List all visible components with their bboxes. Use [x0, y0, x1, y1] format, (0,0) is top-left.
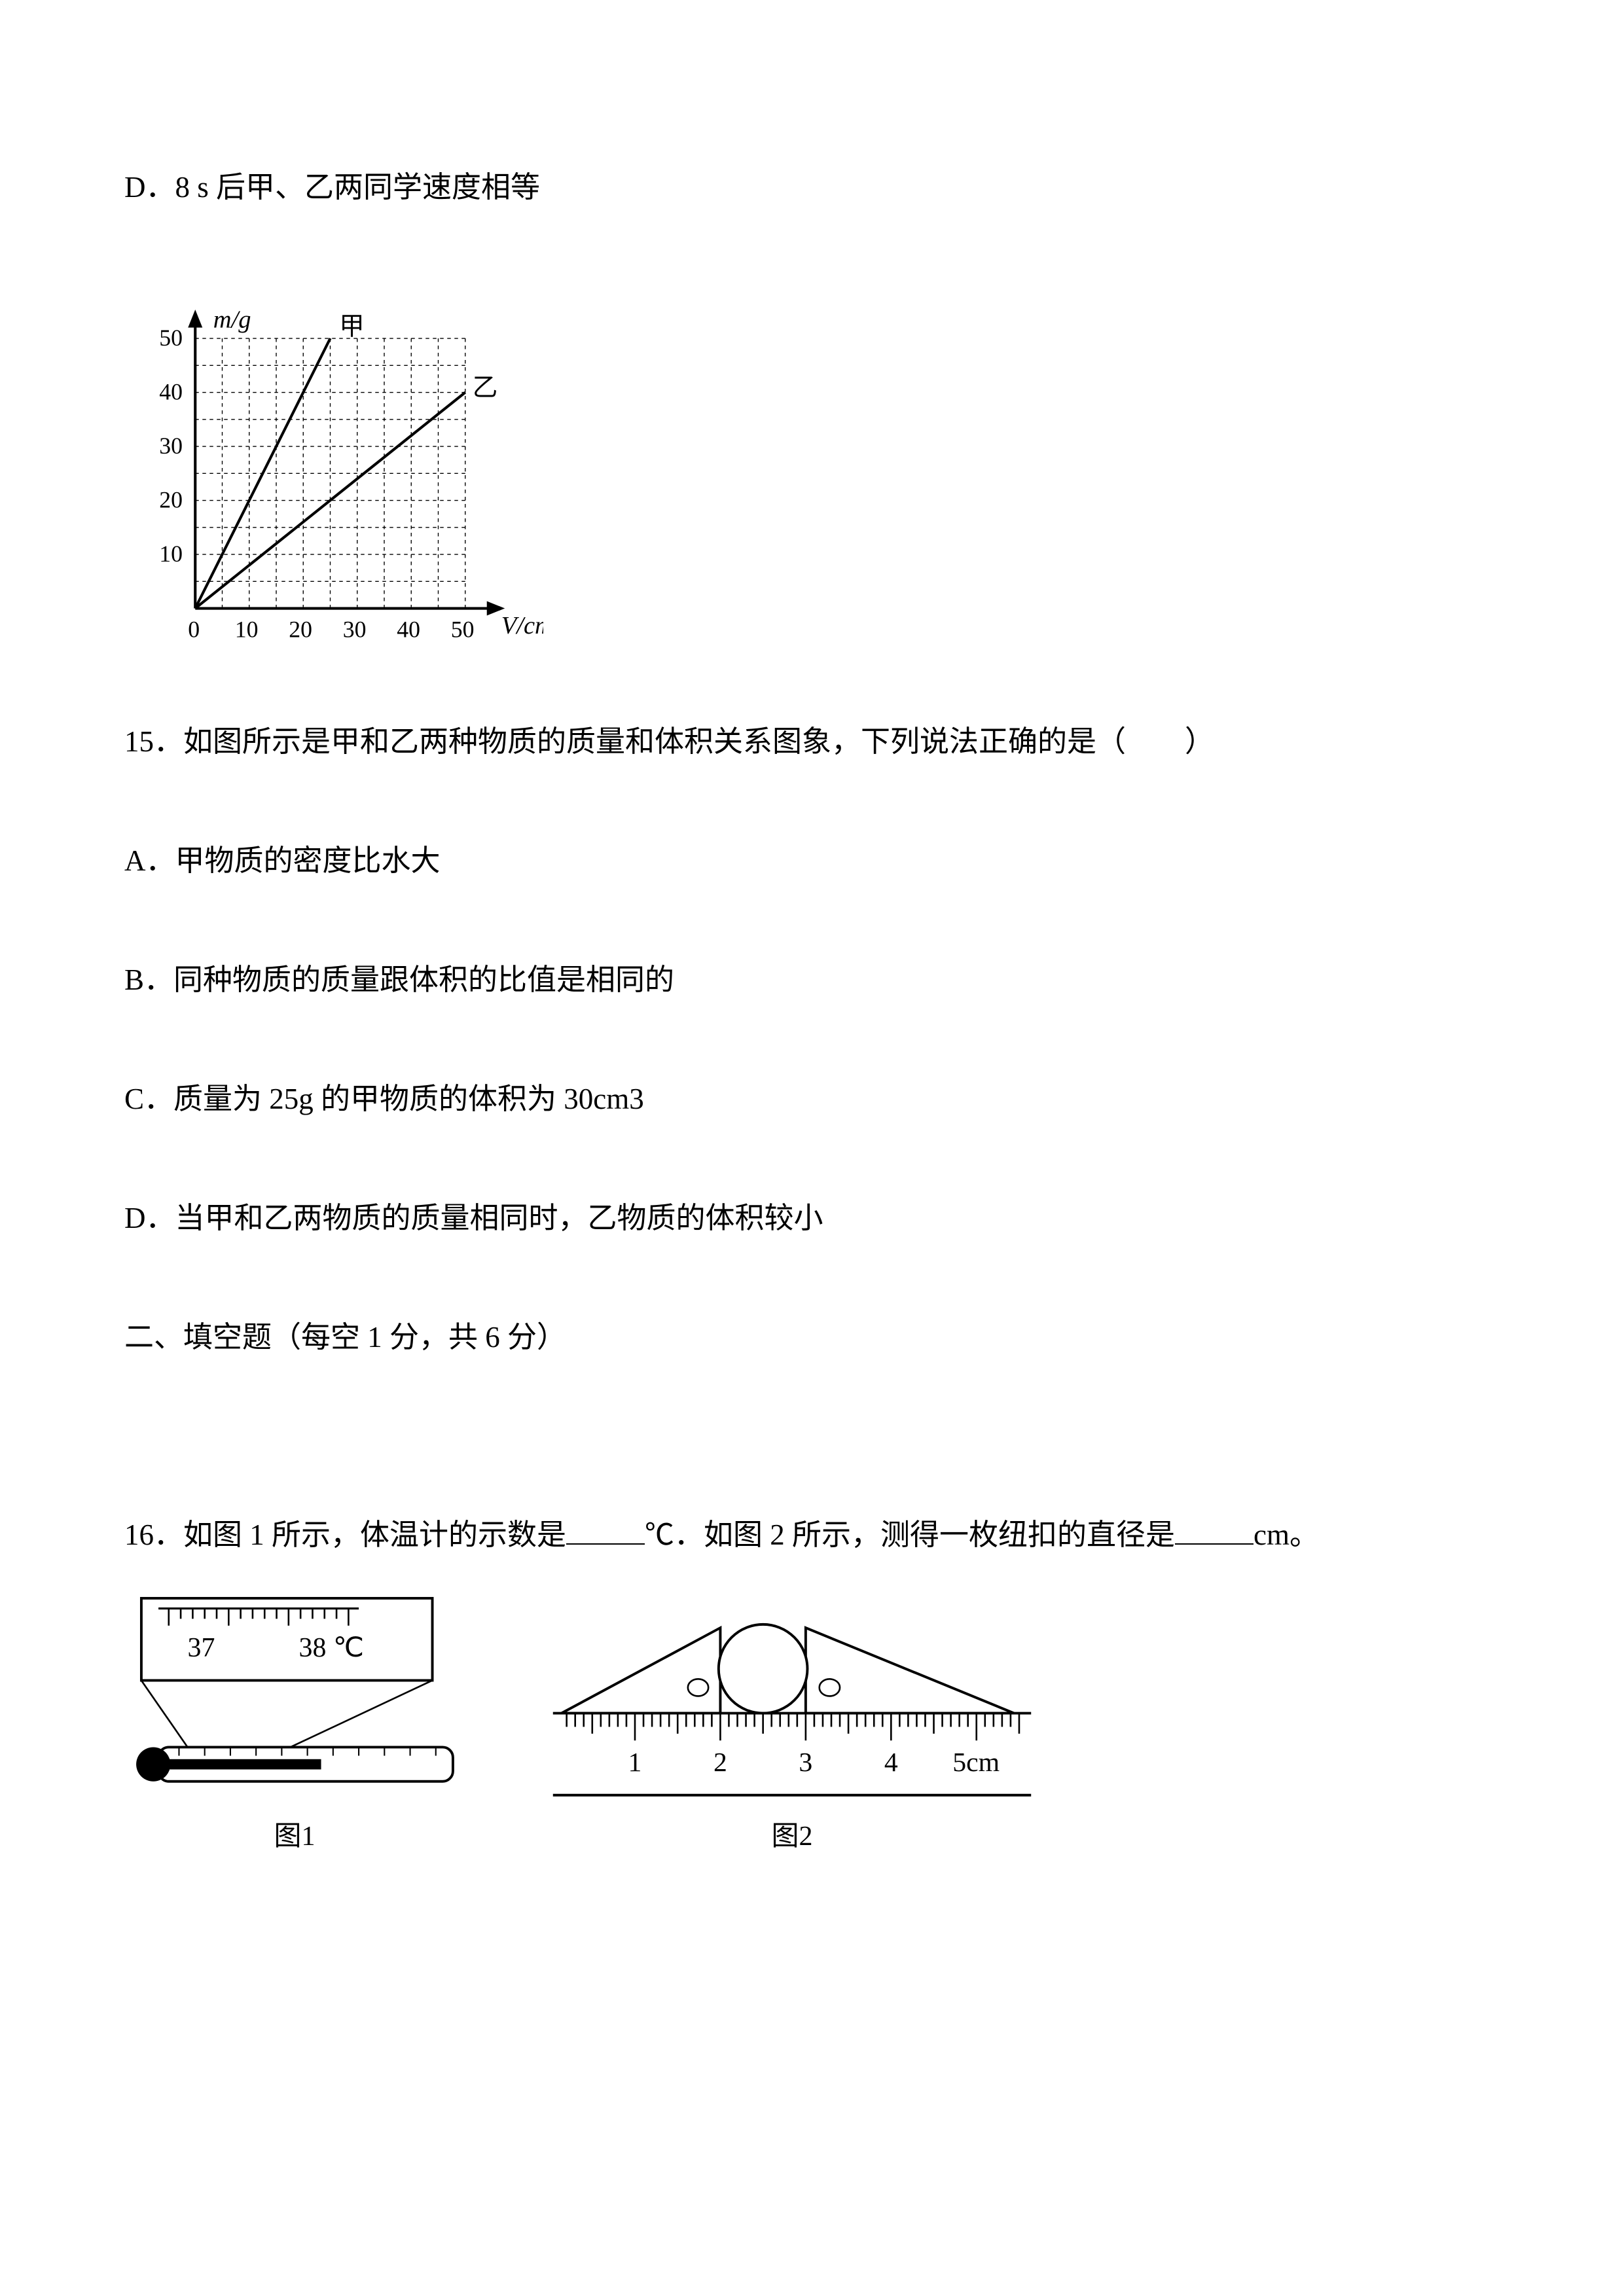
series-yi-label: 乙: [473, 374, 498, 402]
section-2-header: 二、填空题（每空 1 分，共 6 分）: [124, 1314, 1500, 1361]
ruler-tick-4: 4: [884, 1748, 898, 1778]
xtick-10: 10: [235, 617, 259, 643]
q15-stem: 15．如图所示是甲和乙两种物质的质量和体积关系图象，下列说法正确的是（ ）: [124, 718, 1500, 765]
density-chart: m/g V/cm³ 甲 乙 10 20 30 40 50 0 10 20 30 …: [124, 302, 543, 662]
ytick-40: 40: [159, 379, 183, 405]
blank-1: [566, 1543, 645, 1545]
q16-stem: 16．如图 1 所示，体温计的示数是 ℃．如图 2 所示，测得一枚纽扣的直径是 cm…: [124, 1511, 1500, 1558]
figure-2: 1 2 3 4 5cm 图2: [530, 1611, 1054, 1854]
q15-option-d: D．当甲和乙两物质的质量相同时，乙物质的体积较小: [124, 1194, 1500, 1242]
figures-row: 37 38 ℃ 图1: [124, 1585, 1500, 1854]
ytick-10: 10: [159, 541, 183, 567]
q16-unit-a: ℃．如图 2 所示，测得一枚纽扣的直径是: [645, 1518, 1175, 1551]
xtick-30: 30: [343, 617, 367, 643]
q15-option-a: A．甲物质的密度比水大: [124, 837, 1500, 884]
fig1-caption: 图1: [274, 1814, 315, 1854]
ruler-tick-3: 3: [799, 1748, 812, 1778]
thermometer-svg: 37 38 ℃: [124, 1585, 465, 1807]
x-axis-label: V/cm³: [501, 612, 543, 639]
ytick-20: 20: [159, 487, 183, 513]
blank-2: [1175, 1543, 1254, 1545]
ytick-30: 30: [159, 433, 183, 459]
therm-mark-38: 38 ℃: [299, 1633, 364, 1663]
xtick-40: 40: [397, 617, 420, 643]
q15-option-c: C．质量为 25g 的甲物质的体积为 30cm3: [124, 1075, 1500, 1122]
q15-option-b: B．同种物质的质量跟体积的比值是相同的: [124, 956, 1500, 1003]
q16-text-a: 16．如图 1 所示，体温计的示数是: [124, 1518, 566, 1551]
density-chart-container: m/g V/cm³ 甲 乙 10 20 30 40 50 0 10 20 30 …: [124, 302, 1500, 666]
xtick-20: 20: [289, 617, 312, 643]
therm-mark-37: 37: [188, 1633, 215, 1663]
ruler-tick-2: 2: [713, 1748, 727, 1778]
fig2-caption: 图2: [771, 1814, 812, 1854]
prev-option-d: D．8 s 后甲、乙两同学速度相等: [124, 164, 1500, 211]
q16-unit-b: cm。: [1254, 1518, 1319, 1551]
ruler-svg: 1 2 3 4 5cm: [530, 1611, 1054, 1807]
xtick-0: 0: [188, 617, 200, 643]
xtick-50: 50: [451, 617, 475, 643]
ruler-tick-5: 5cm: [952, 1748, 1000, 1778]
series-jia-label: 甲: [339, 314, 365, 341]
ytick-50: 50: [159, 325, 183, 351]
y-axis-label: m/g: [213, 306, 251, 334]
ruler-tick-1: 1: [628, 1748, 642, 1778]
figure-1: 37 38 ℃ 图1: [124, 1585, 465, 1854]
